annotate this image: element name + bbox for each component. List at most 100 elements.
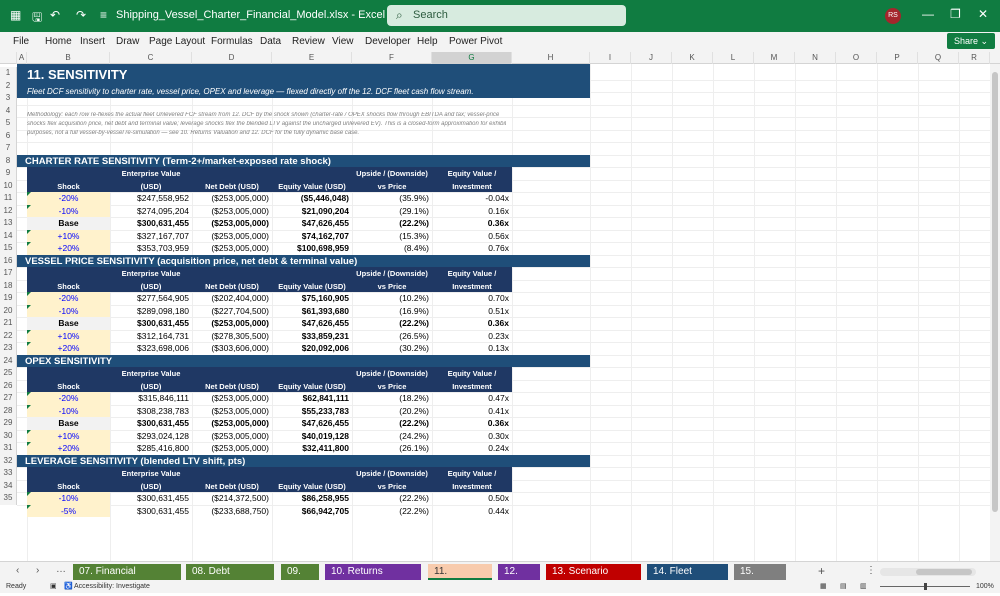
table-cell-nd[interactable]: ($202,404,000) xyxy=(211,293,269,303)
horizontal-scrollbar[interactable] xyxy=(880,568,976,576)
table-cell-mult[interactable]: 0.44x xyxy=(488,505,509,516)
undo-icon[interactable]: ↶ xyxy=(50,8,61,22)
table-cell-eq[interactable]: $74,162,707 xyxy=(301,230,349,241)
row-header-29[interactable]: 29 xyxy=(0,417,17,430)
table-cell-shock[interactable]: +10% xyxy=(27,329,110,342)
row-header-16[interactable]: 16 xyxy=(0,254,17,267)
row-header-11[interactable]: 11 xyxy=(0,192,17,205)
vertical-scroll-thumb[interactable] xyxy=(992,72,998,512)
row-header-31[interactable]: 31 xyxy=(0,442,17,455)
row-header-2[interactable]: 2 xyxy=(0,79,17,92)
row-header-4[interactable]: 4 xyxy=(0,104,17,117)
table-cell-up[interactable]: (22.2%) xyxy=(399,318,429,328)
menu-data[interactable]: Data xyxy=(260,36,282,47)
table-cell-shock[interactable]: -20% xyxy=(27,192,110,205)
table-cell-ev[interactable]: $308,238,783 xyxy=(137,405,189,416)
table-cell-eq[interactable]: ($5,446,048) xyxy=(300,193,349,203)
row-header-1[interactable]: 1 xyxy=(0,67,17,80)
column-header-p[interactable]: P xyxy=(877,52,918,64)
close-icon[interactable]: ✕ xyxy=(978,7,989,21)
column-header-g[interactable]: G xyxy=(432,52,512,64)
table-cell-shock[interactable]: -10% xyxy=(27,404,110,417)
row-header-14[interactable]: 14 xyxy=(0,229,17,242)
table-cell-ev[interactable]: $300,631,455 xyxy=(137,418,189,428)
table-cell-eq[interactable]: $40,019,128 xyxy=(301,430,349,441)
column-header-m[interactable]: M xyxy=(754,52,795,64)
normal-view-icon[interactable]: ▦ xyxy=(820,583,827,590)
table-cell-eq[interactable]: $100,698,959 xyxy=(297,243,349,253)
table-cell-eq[interactable]: $61,393,680 xyxy=(301,305,349,316)
table-cell-ev[interactable]: $300,631,455 xyxy=(137,493,189,503)
row-header-26[interactable]: 26 xyxy=(0,379,17,392)
table-cell-nd[interactable]: ($233,688,750) xyxy=(211,505,269,516)
table-cell-shock[interactable]: -10% xyxy=(27,492,110,505)
table-cell-shock[interactable]: Base xyxy=(27,317,110,330)
vertical-scrollbar[interactable] xyxy=(990,64,1000,561)
row-header-13[interactable]: 13 xyxy=(0,217,17,230)
table-cell-shock[interactable]: -20% xyxy=(27,392,110,405)
table-cell-mult[interactable]: 0.41x xyxy=(488,405,509,416)
table-cell-nd[interactable]: ($253,005,000) xyxy=(211,193,269,203)
table-cell-eq[interactable]: $33,859,231 xyxy=(301,330,349,341)
column-header-f[interactable]: F xyxy=(352,52,432,64)
table-cell-nd[interactable]: ($253,005,000) xyxy=(211,230,269,241)
column-header-h[interactable]: H xyxy=(512,52,590,64)
table-cell-up[interactable]: (8.4%) xyxy=(403,243,429,253)
table-cell-nd[interactable]: ($253,005,000) xyxy=(211,443,269,453)
table-cell-mult[interactable]: -0.04x xyxy=(485,193,509,203)
more-tabs-icon[interactable]: … xyxy=(56,564,66,575)
table-cell-eq[interactable]: $20,092,006 xyxy=(301,343,349,353)
table-cell-ev[interactable]: $285,416,800 xyxy=(137,443,189,453)
table-cell-mult[interactable]: 0.30x xyxy=(488,430,509,441)
row-header-23[interactable]: 23 xyxy=(0,342,17,355)
table-cell-ev[interactable]: $300,631,455 xyxy=(137,318,189,328)
column-header-d[interactable]: D xyxy=(192,52,272,64)
table-cell-shock[interactable]: +20% xyxy=(27,442,110,455)
table-cell-up[interactable]: (15.3%) xyxy=(399,230,429,241)
row-header-30[interactable]: 30 xyxy=(0,429,17,442)
table-cell-mult[interactable]: 0.16x xyxy=(488,205,509,216)
row-header-18[interactable]: 18 xyxy=(0,279,17,292)
menu-file[interactable]: File xyxy=(13,36,30,47)
table-cell-eq[interactable]: $86,258,955 xyxy=(301,493,349,503)
table-cell-eq[interactable]: $66,942,705 xyxy=(301,505,349,516)
table-cell-up[interactable]: (26.1%) xyxy=(399,443,429,453)
table-cell-shock[interactable]: Base xyxy=(27,417,110,430)
row-header-21[interactable]: 21 xyxy=(0,317,17,330)
table-cell-nd[interactable]: ($227,704,500) xyxy=(211,305,269,316)
tab-scroll-right-icon[interactable]: › xyxy=(36,565,40,576)
row-header-6[interactable]: 6 xyxy=(0,129,17,142)
table-cell-up[interactable]: (20.2%) xyxy=(399,405,429,416)
column-header-i[interactable]: I xyxy=(590,52,631,64)
table-cell-mult[interactable]: 0.36x xyxy=(487,318,509,328)
sheet-tab[interactable]: 08. Debt Schedule xyxy=(186,564,274,593)
table-cell-mult[interactable]: 0.70x xyxy=(488,293,509,303)
share-button[interactable]: Share ⌄ xyxy=(947,33,995,49)
menu-insert[interactable]: Insert xyxy=(80,36,106,47)
table-cell-ev[interactable]: $277,564,905 xyxy=(137,293,189,303)
menu-help[interactable]: Help xyxy=(417,36,438,47)
table-cell-shock[interactable]: +10% xyxy=(27,429,110,442)
sheet-tab[interactable]: 09. Tax xyxy=(281,564,319,593)
table-cell-nd[interactable]: ($253,005,000) xyxy=(211,205,269,216)
column-header-r[interactable]: R xyxy=(959,52,990,64)
select-all-corner[interactable] xyxy=(0,52,17,64)
row-header-17[interactable]: 17 xyxy=(0,267,17,280)
add-sheet-icon[interactable]: + xyxy=(818,564,826,578)
table-cell-shock[interactable]: Base xyxy=(27,217,110,230)
row-header-35[interactable]: 35 xyxy=(0,492,17,505)
column-header-l[interactable]: L xyxy=(713,52,754,64)
avatar[interactable]: RS xyxy=(885,8,901,24)
table-cell-up[interactable]: (22.2%) xyxy=(399,218,429,228)
table-cell-nd[interactable]: ($253,005,000) xyxy=(211,405,269,416)
table-cell-shock[interactable]: -10% xyxy=(27,204,110,217)
row-header-28[interactable]: 28 xyxy=(0,404,17,417)
table-cell-mult[interactable]: 0.36x xyxy=(487,218,509,228)
row-header-15[interactable]: 15 xyxy=(0,242,17,255)
table-cell-ev[interactable]: $274,095,204 xyxy=(137,205,189,216)
table-cell-ev[interactable]: $289,098,180 xyxy=(137,305,189,316)
menu-view[interactable]: View xyxy=(332,36,354,47)
table-cell-nd[interactable]: ($253,005,000) xyxy=(211,243,269,253)
table-cell-ev[interactable]: $315,846,111 xyxy=(138,393,189,403)
table-cell-nd[interactable]: ($253,005,000) xyxy=(211,418,269,428)
